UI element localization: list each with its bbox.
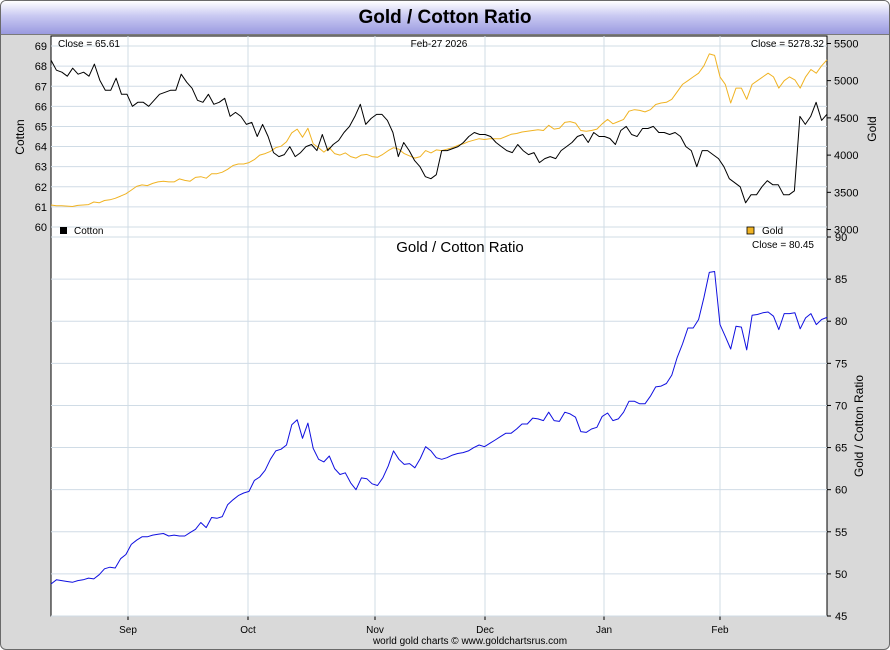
top-panel — [50, 35, 828, 238]
ratio-chart-title: Gold / Cotton Ratio — [396, 239, 524, 256]
ratio-axis-tick-label: 85 — [835, 274, 847, 286]
cotton-legend-label: Cotton — [74, 226, 103, 237]
ratio-close-label: Close = 80.45 — [752, 240, 814, 251]
month-label: Feb — [711, 625, 729, 636]
month-label: Nov — [366, 625, 384, 636]
cotton-legend-swatch — [60, 227, 67, 234]
gold-close-label: Close = 5278.32 — [751, 39, 825, 50]
ratio-axis-tick-label: 45 — [835, 611, 847, 623]
ratio-axis-tick-label: 50 — [835, 569, 847, 581]
gold-axis-title: Gold — [865, 116, 879, 141]
title-bar: Gold / Cotton Ratio — [1, 1, 889, 35]
month-label: Sep — [119, 625, 137, 636]
cotton-axis-tick-label: 65 — [35, 121, 47, 133]
bottom-panel — [50, 236, 828, 617]
gold-series-line — [50, 53, 828, 207]
month-label: Oct — [240, 625, 256, 636]
cotton-axis-tick-label: 61 — [35, 202, 47, 214]
gold-axis-tick-label: 4500 — [834, 113, 858, 125]
ratio-series-line — [50, 271, 828, 585]
page-title: Gold / Cotton Ratio — [358, 7, 532, 28]
cotton-axis-title: Cotton — [13, 119, 27, 154]
ratio-axis-tick-label: 60 — [835, 485, 847, 497]
cotton-axis-tick-label: 66 — [35, 101, 47, 113]
cotton-axis-tick-label: 64 — [35, 142, 47, 154]
gold-axis-tick-label: 3000 — [834, 225, 858, 237]
footer-credit: world gold charts © www.goldchartsrus.co… — [372, 636, 567, 647]
cotton-axis-tick-label: 68 — [35, 61, 47, 73]
ratio-axis-tick-label: 70 — [835, 400, 847, 412]
ratio-axis-title: Gold / Cotton Ratio — [852, 375, 866, 477]
gold-axis-tick-label: 5000 — [834, 76, 858, 88]
month-label: Dec — [476, 625, 494, 636]
cotton-axis-tick-label: 60 — [35, 222, 47, 234]
gold-legend-swatch — [746, 226, 755, 235]
gold-legend-label: Gold — [762, 226, 783, 237]
month-label: Jan — [596, 625, 612, 636]
cotton-close-label: Close = 65.61 — [58, 39, 120, 50]
cotton-axis-tick-label: 63 — [35, 162, 47, 174]
ratio-axis-tick-label: 90 — [835, 232, 847, 244]
cotton-axis-tick-label: 67 — [35, 81, 47, 93]
ratio-axis-tick-label: 65 — [835, 443, 847, 455]
ratio-axis-tick-label: 75 — [835, 358, 847, 370]
cotton-axis-tick-label: 62 — [35, 182, 47, 194]
ratio-axis-tick-label: 55 — [835, 527, 847, 539]
gold-axis-tick-label: 3500 — [834, 187, 858, 199]
gold-axis-tick-label: 4000 — [834, 150, 858, 162]
cotton-axis-tick-label: 69 — [35, 41, 47, 53]
ratio-axis-tick-label: 80 — [835, 316, 847, 328]
date-label: Feb-27 2026 — [411, 39, 468, 50]
gold-axis-tick-label: 5500 — [834, 38, 858, 50]
cotton-series-line — [50, 59, 828, 204]
